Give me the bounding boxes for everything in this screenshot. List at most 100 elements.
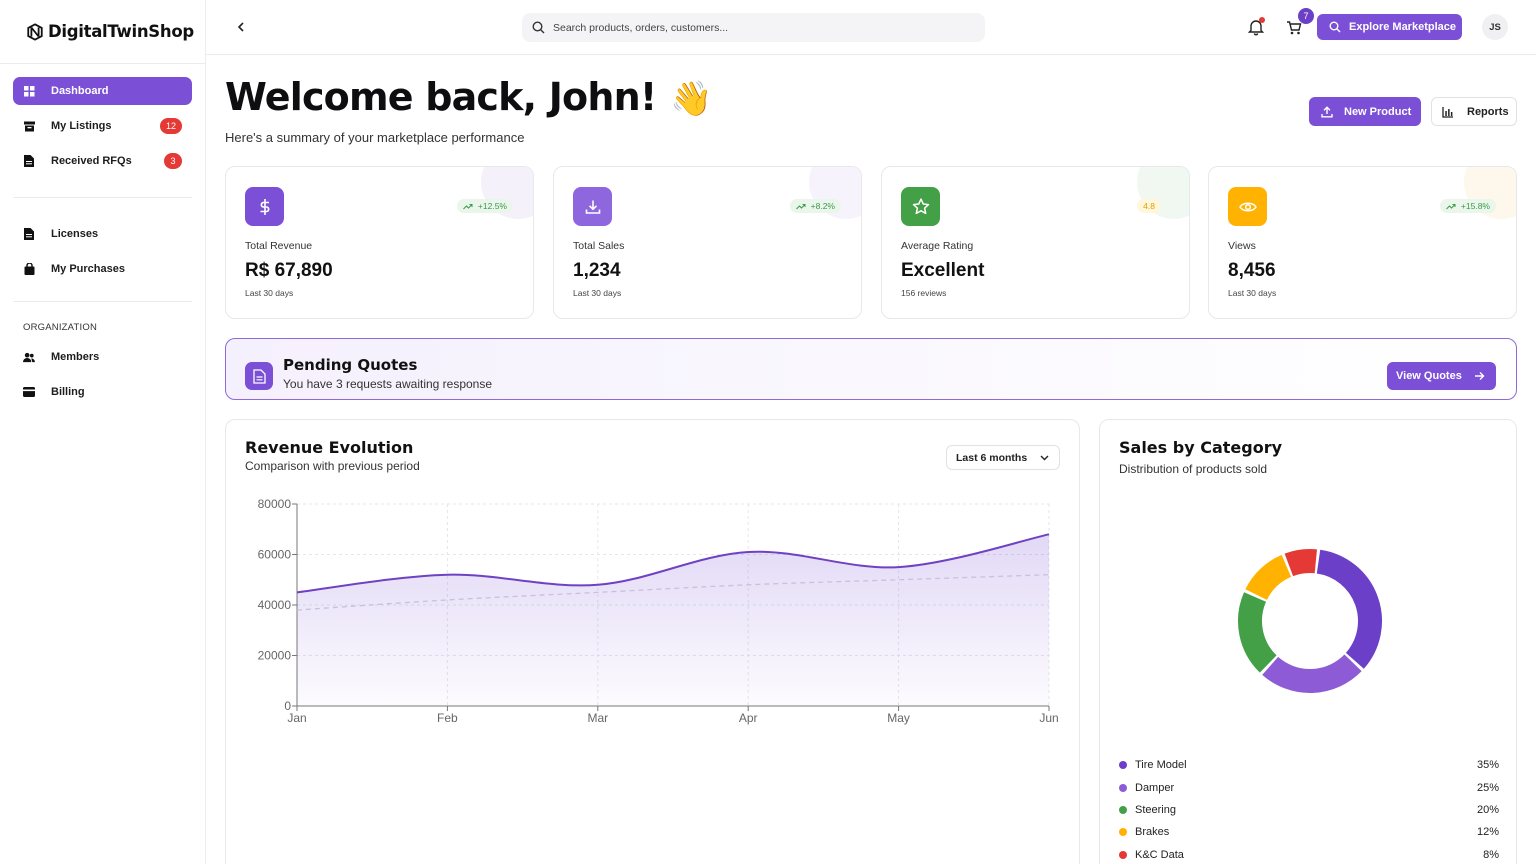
- stat-period: Last 30 days: [1228, 288, 1277, 298]
- page-subtitle: Here's a summary of your marketplace per…: [225, 130, 525, 145]
- stat-card-revenue[interactable]: +12.5% Total Revenue R$ 67,890 Last 30 d…: [225, 166, 534, 319]
- stat-period: 156 reviews: [901, 288, 947, 298]
- document-icon: [23, 155, 35, 167]
- sidebar-item-billing[interactable]: Billing: [13, 378, 192, 406]
- pending-quotes-title: Pending Quotes: [283, 356, 418, 374]
- sidebar-item-my-listings[interactable]: My Listings 12: [13, 112, 192, 140]
- search-icon: [1329, 21, 1341, 33]
- trending-up-icon: [1446, 203, 1456, 209]
- x-tick-label: Jan: [287, 711, 306, 725]
- chevron-left-icon[interactable]: [235, 20, 247, 34]
- donut-slice[interactable]: [1245, 554, 1292, 601]
- bell-icon: [1247, 20, 1265, 36]
- donut-slice[interactable]: [1316, 549, 1382, 669]
- card-subtitle: Distribution of products sold: [1119, 462, 1268, 476]
- trend-value: +12.5%: [477, 201, 507, 211]
- main-content: Welcome back, John! 👋 Here's a summary of…: [206, 55, 1536, 864]
- period-select-value: Last 6 months: [956, 451, 1028, 464]
- notification-dot: [1259, 17, 1265, 23]
- reports-label: Reports: [1467, 105, 1509, 118]
- donut-slice[interactable]: [1262, 654, 1362, 693]
- revenue-chart: 0 20000 40000 60000 80000 Jan Feb Mar Apr May Jun: [258, 497, 1059, 725]
- x-tick-label: Mar: [587, 711, 608, 725]
- users-icon: [23, 351, 35, 363]
- stat-value: R$ 67,890: [245, 260, 333, 281]
- rating-chip: 4.8: [1137, 199, 1161, 213]
- search-input[interactable]: [553, 21, 953, 34]
- y-tick-label: 40000: [258, 598, 292, 612]
- legend-percentage: 20%: [1476, 803, 1499, 816]
- reports-button[interactable]: Reports: [1431, 97, 1517, 126]
- legend-percentage: 35%: [1476, 759, 1499, 772]
- sidebar-item-my-purchases[interactable]: My Purchases: [13, 255, 192, 283]
- sidebar: DigitalTwinShop Dashboard My Listings 12: [0, 0, 206, 864]
- new-product-button[interactable]: New Product: [1309, 97, 1421, 126]
- card-title: Revenue Evolution: [245, 438, 414, 457]
- legend-item: Damper 25%: [1119, 776, 1499, 798]
- trend-value: +8.2%: [810, 201, 835, 211]
- star-icon: [901, 187, 940, 226]
- explore-marketplace-button[interactable]: Explore Marketplace: [1317, 14, 1462, 40]
- avatar[interactable]: JS: [1482, 14, 1508, 40]
- sidebar-item-received-rfqs[interactable]: Received RFQs 3: [13, 147, 192, 175]
- listings-count-badge: 12: [159, 118, 182, 134]
- stat-label: Views: [1228, 240, 1256, 252]
- revenue-line: [296, 533, 1050, 594]
- sidebar-item-members[interactable]: Members: [13, 343, 192, 371]
- y-tick-label: 80000: [258, 497, 292, 511]
- legend-label: Steering: [1135, 803, 1176, 816]
- donut-slice[interactable]: [1284, 549, 1318, 577]
- rfqs-count-badge: 3: [164, 153, 182, 169]
- view-quotes-button[interactable]: View Quotes: [1387, 362, 1496, 390]
- card-title: Sales by Category: [1119, 438, 1283, 457]
- donut-slice[interactable]: [1238, 592, 1277, 673]
- chevron-down-icon: [1040, 455, 1049, 461]
- wave-emoji: 👋: [670, 79, 712, 119]
- sidebar-item-label: Licenses: [51, 228, 99, 240]
- legend-item: Steering 20%: [1119, 799, 1499, 821]
- y-tick-label: 60000: [258, 548, 292, 562]
- trend-chip: +15.8%: [1439, 199, 1496, 213]
- period-select[interactable]: Last 6 months: [946, 445, 1060, 470]
- grid-icon: [23, 85, 35, 97]
- cart-button[interactable]: [1286, 18, 1302, 36]
- pending-quotes-subtitle: You have 3 requests awaiting response: [283, 377, 493, 391]
- logo[interactable]: DigitalTwinShop: [0, 0, 205, 64]
- stat-card-views[interactable]: +15.8% Views 8,456 Last 30 days: [1208, 166, 1517, 319]
- dollar-icon: [245, 187, 284, 226]
- credit-card-icon: [23, 386, 35, 398]
- nav-divider: [13, 197, 192, 198]
- sidebar-item-label: Dashboard: [51, 85, 109, 97]
- sidebar-item-dashboard[interactable]: Dashboard: [13, 77, 192, 105]
- trend-chip: +8.2%: [789, 199, 841, 213]
- welcome-text: Welcome back, John!: [225, 75, 657, 119]
- stat-card-rating[interactable]: 4.8 Average Rating Excellent 156 reviews: [881, 166, 1190, 319]
- cart-icon: [1287, 21, 1302, 35]
- x-tick-label: Feb: [437, 711, 458, 725]
- y-tick-label: 0: [284, 699, 291, 713]
- cart-count-badge: 7: [1298, 8, 1314, 24]
- x-tick-label: May: [887, 711, 910, 725]
- sidebar-item-licenses[interactable]: Licenses: [13, 220, 192, 248]
- sidebar-item-label: Members: [51, 351, 100, 363]
- notifications-button[interactable]: [1247, 17, 1265, 36]
- stat-value: Excellent: [901, 260, 985, 281]
- legend-item: Tire Model 35%: [1119, 754, 1499, 776]
- search-bar[interactable]: [522, 13, 985, 42]
- legend-percentage: 25%: [1476, 781, 1499, 794]
- nav-divider: [13, 301, 192, 302]
- shopping-bag-icon: [23, 263, 35, 275]
- topbar: 7 Explore Marketplace JS: [206, 0, 1536, 55]
- stat-period: Last 30 days: [245, 288, 294, 298]
- stat-card-sales[interactable]: +8.2% Total Sales 1,234 Last 30 days: [553, 166, 862, 319]
- stat-value: 1,234: [573, 260, 621, 281]
- legend-item: K&C Data 8%: [1119, 844, 1499, 864]
- legend-label: Brakes: [1135, 826, 1170, 839]
- revenue-area: [297, 534, 1049, 706]
- sidebar-item-label: Billing: [51, 386, 85, 398]
- trending-up-icon: [795, 203, 806, 209]
- revenue-evolution-card: Revenue Evolution Comparison with previo…: [225, 419, 1080, 864]
- stat-period: Last 30 days: [573, 288, 622, 298]
- eye-icon: [1228, 187, 1267, 226]
